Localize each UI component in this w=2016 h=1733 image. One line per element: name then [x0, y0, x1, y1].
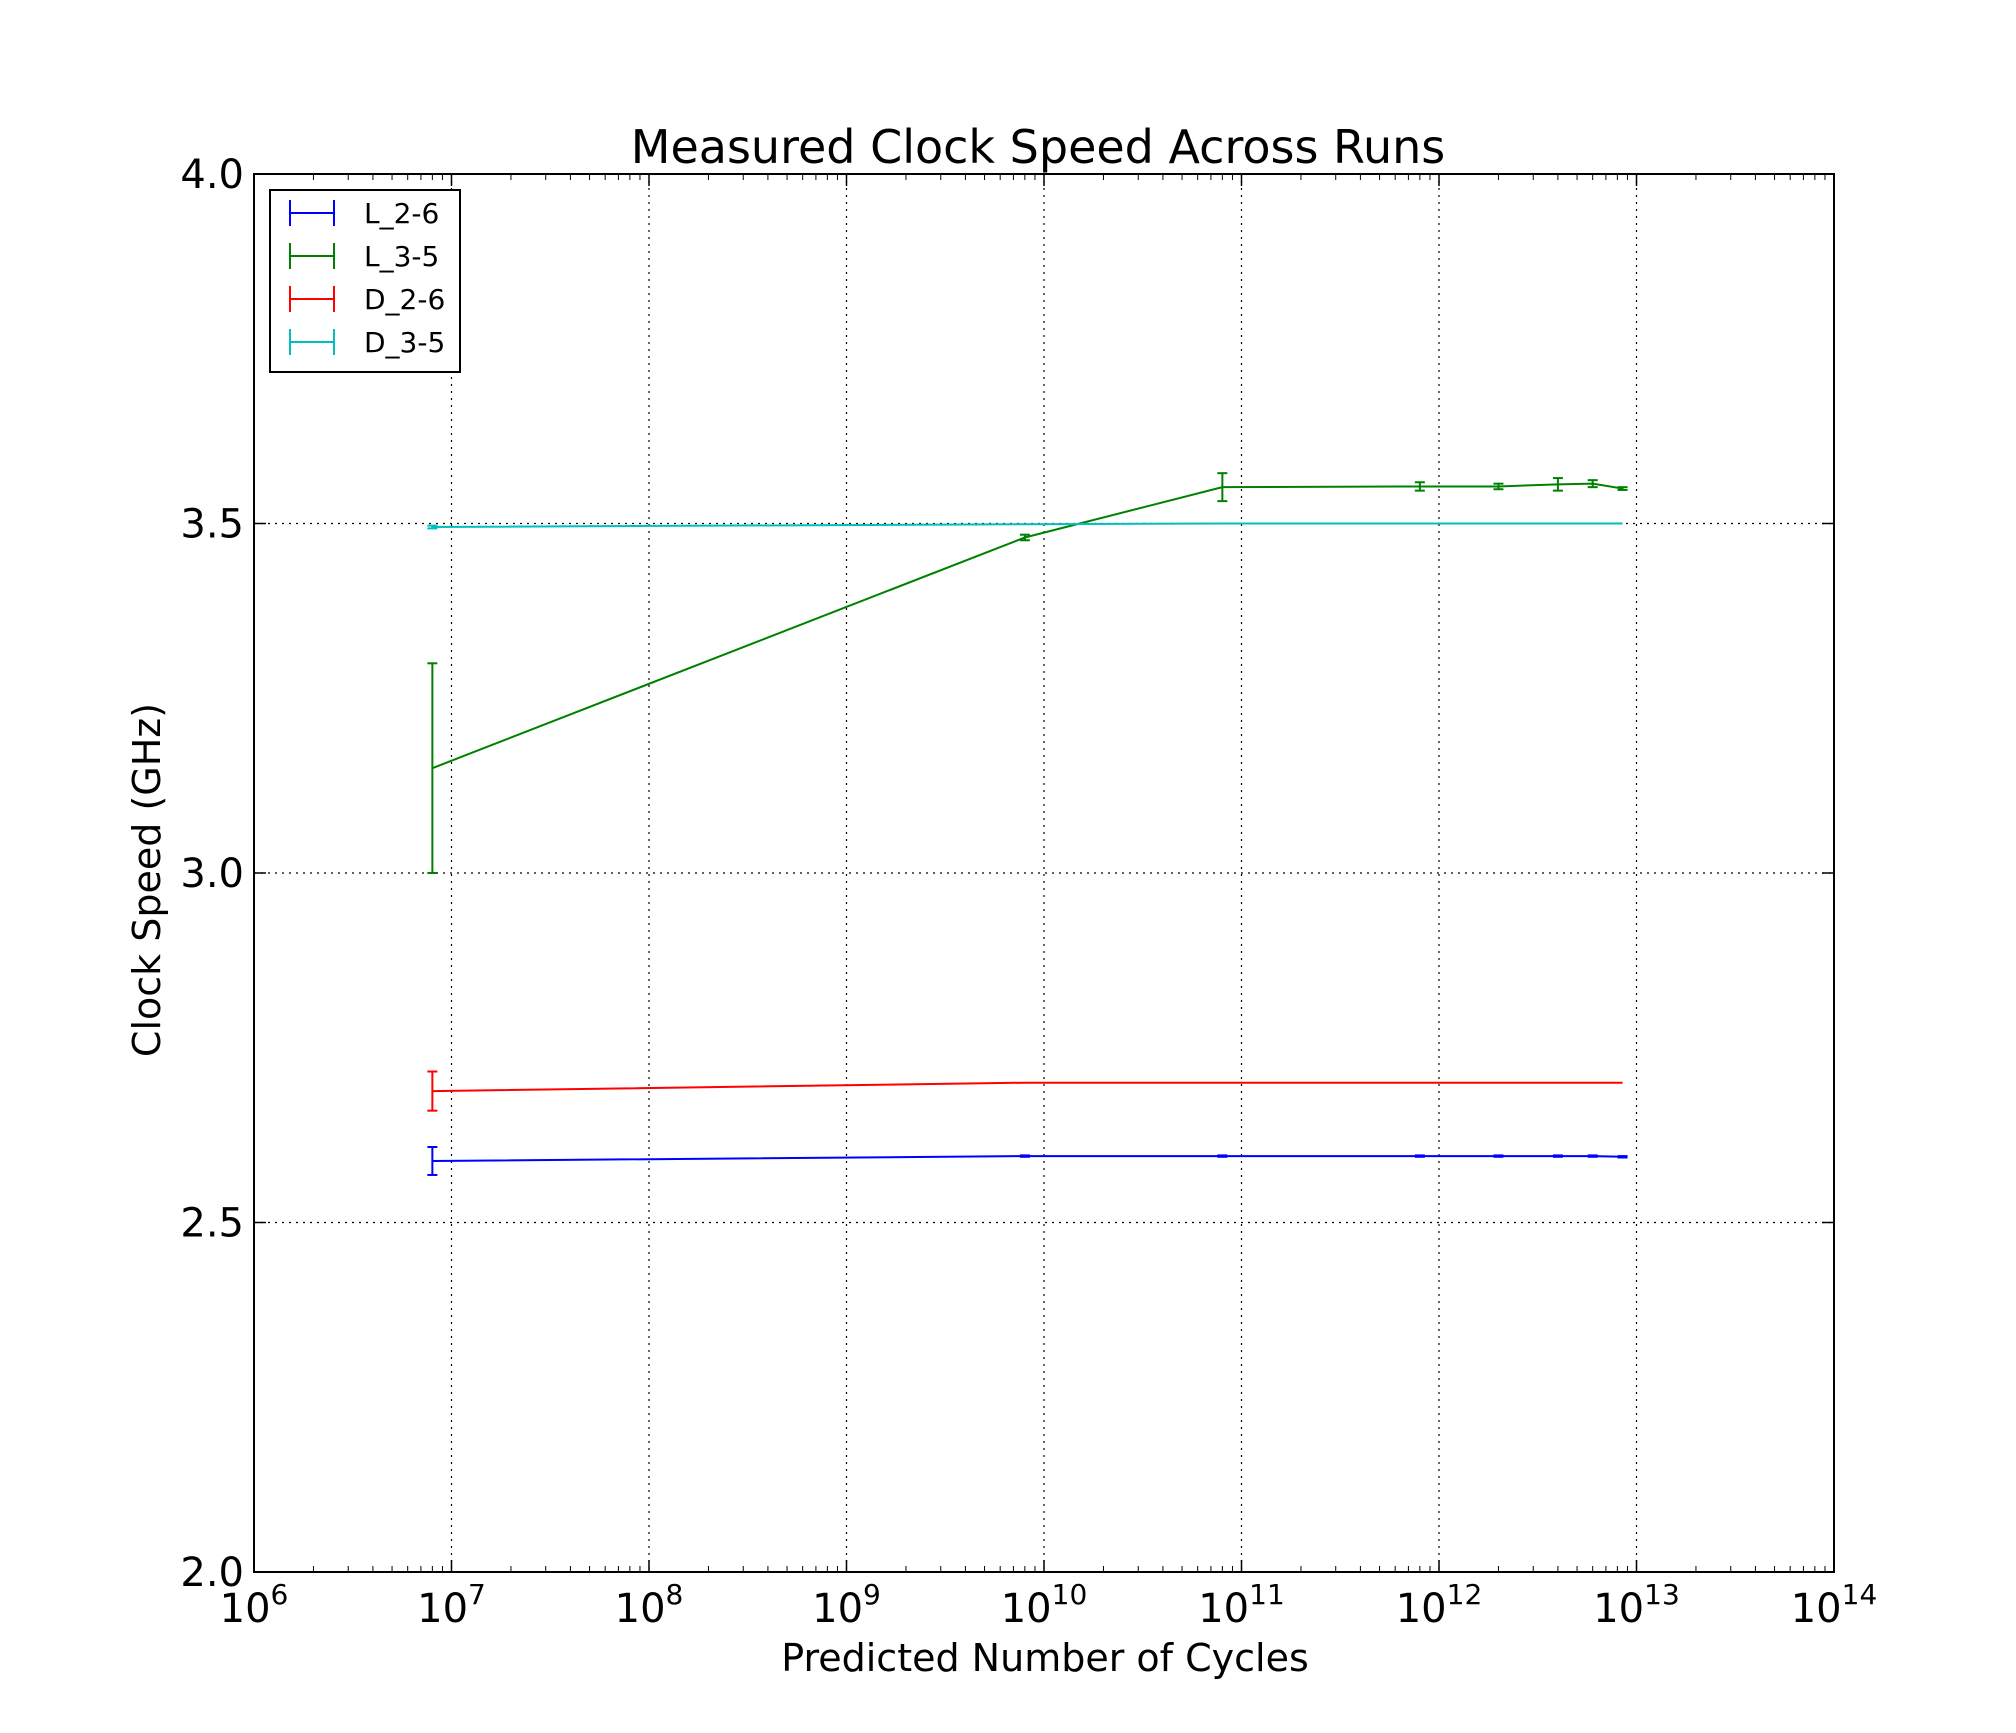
legend-label: D_3-5: [364, 326, 445, 359]
x-tick-label-base: 10: [1791, 1586, 1842, 1632]
x-tick-label-exponent: 9: [863, 1578, 881, 1611]
plot-frame: [253, 173, 1835, 1573]
x-tick-label-base: 10: [812, 1586, 863, 1632]
x-tick-label-exponent: 7: [468, 1578, 486, 1611]
legend-label: L_3-5: [364, 240, 439, 273]
y-tick-label: 3.5: [180, 502, 244, 548]
x-tick-label-exponent: 11: [1249, 1578, 1285, 1611]
axis-ticks: 106 107 108 109 1010 1011 1012 1013 10142.02.53.…: [180, 152, 1877, 1632]
legend-label: L_2-6: [364, 197, 439, 230]
x-tick-label: 109: [812, 1578, 881, 1632]
series-D_2-6: [427, 1070, 1623, 1112]
legend-label: D_2-6: [364, 283, 445, 316]
x-tick-label: 1010: [1001, 1578, 1088, 1632]
x-tick-label: 1014: [1791, 1578, 1878, 1632]
series-line: [431, 482, 1623, 770]
y-tick-label: 3.0: [180, 851, 244, 897]
series-L_2-6: [427, 1146, 1628, 1176]
x-tick-label-exponent: 8: [666, 1578, 684, 1611]
x-tick-label-exponent: 12: [1447, 1578, 1483, 1611]
x-tick-label: 106: [220, 1578, 289, 1632]
x-tick-label: 107: [417, 1578, 486, 1632]
series-layer: [427, 472, 1628, 1176]
x-tick-label-base: 10: [1198, 1586, 1249, 1632]
chart-title: Measured Clock Speed Across Runs: [631, 120, 1445, 174]
x-tick-label-base: 10: [220, 1586, 271, 1632]
series-L_3-5: [427, 472, 1628, 874]
x-tick-label-base: 10: [1593, 1586, 1644, 1632]
series-line: [432, 1155, 1623, 1162]
series-D_3-5: [427, 522, 1623, 530]
x-axis-label: Predicted Number of Cycles: [781, 1636, 1309, 1680]
x-tick-label-base: 10: [615, 1586, 666, 1632]
x-tick-label-exponent: 14: [1842, 1578, 1878, 1611]
x-tick-label-exponent: 6: [271, 1578, 289, 1611]
x-tick-label: 1012: [1396, 1578, 1483, 1632]
y-tick-label: 2.0: [180, 1550, 244, 1596]
y-axis-label: Clock Speed (GHz): [125, 703, 169, 1057]
legend-entry: D_2-6: [289, 283, 445, 316]
y-tick-label: 2.5: [180, 1201, 244, 1247]
legend-entry: L_3-5: [289, 240, 439, 273]
legend-entry: D_3-5: [289, 326, 445, 359]
x-tick-label-exponent: 10: [1052, 1578, 1088, 1611]
x-tick-label: 1013: [1593, 1578, 1680, 1632]
x-tick-label-exponent: 13: [1644, 1578, 1680, 1611]
series-line: [432, 522, 1623, 528]
x-tick-label: 108: [615, 1578, 684, 1632]
legend: L_2-6 L_3-5 D_2-6 D_3-5: [269, 189, 461, 373]
series-line: [432, 1081, 1623, 1093]
legend-entry: L_2-6: [289, 197, 439, 230]
x-tick-label-base: 10: [1396, 1586, 1447, 1632]
x-tick-label-base: 10: [1001, 1586, 1052, 1632]
x-tick-label-base: 10: [417, 1586, 468, 1632]
y-tick-label: 4.0: [180, 152, 244, 198]
x-tick-label: 1011: [1198, 1578, 1285, 1632]
